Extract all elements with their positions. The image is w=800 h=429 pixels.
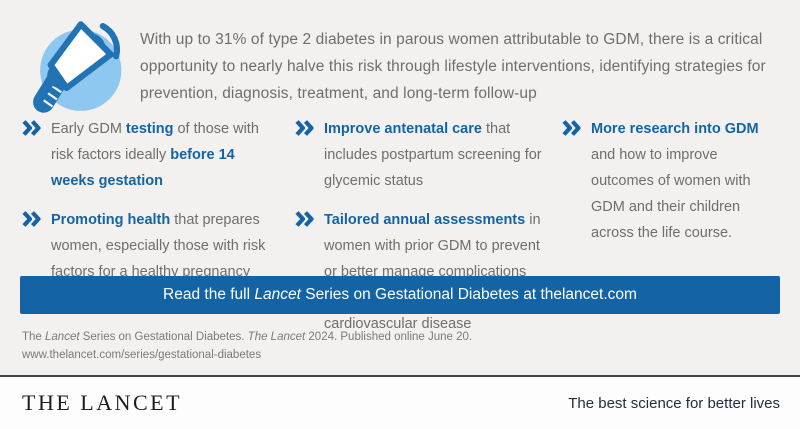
citation: The Lancet Series on Gestational Diabete… — [22, 329, 472, 364]
column-1: Early GDM testing of those with risk fac… — [22, 116, 295, 350]
banner-text: Read the full Lancet Series on Gestation… — [163, 286, 637, 303]
double-chevron-icon — [22, 120, 41, 136]
bullet-annual-assessments: Tailored annual assessments in women wit… — [295, 207, 562, 337]
headline-text: With up to 31% of type 2 diabetes in par… — [140, 31, 766, 102]
bullet-more-research: More research into GDM and how to improv… — [562, 116, 788, 246]
double-chevron-icon — [562, 120, 581, 136]
footer-divider — [0, 375, 800, 377]
bullet-early-testing: Early GDM testing of those with risk fac… — [22, 116, 295, 194]
column-3: More research into GDM and how to improv… — [562, 116, 788, 350]
read-series-banner[interactable]: Read the full Lancet Series on Gestation… — [20, 276, 780, 314]
double-chevron-icon — [295, 211, 314, 227]
column-2: Improve antenatal care that includes pos… — [295, 116, 562, 350]
bullet-antenatal-care: Improve antenatal care that includes pos… — [295, 116, 562, 194]
bullet-text: Early GDM testing of those with risk fac… — [51, 121, 259, 189]
bullet-text: More research into GDM and how to improv… — [591, 121, 759, 241]
double-chevron-icon — [295, 120, 314, 136]
megaphone-icon — [26, 12, 132, 118]
double-chevron-icon — [22, 211, 41, 227]
footer-tagline: The best science for better lives — [568, 394, 780, 412]
bullet-text: Improve antenatal care that includes pos… — [324, 121, 542, 189]
citation-url: www.thelancet.com/series/gestational-dia… — [22, 348, 262, 361]
lancet-logo: THE LANCET — [22, 390, 183, 415]
citation-line-1: The Lancet Series on Gestational Diabete… — [22, 331, 473, 343]
bullet-text: Tailored annual assessments in women wit… — [324, 212, 541, 332]
key-points-section: Early GDM testing of those with risk fac… — [22, 116, 788, 350]
footer: THE LANCET The best science for better l… — [0, 377, 800, 429]
